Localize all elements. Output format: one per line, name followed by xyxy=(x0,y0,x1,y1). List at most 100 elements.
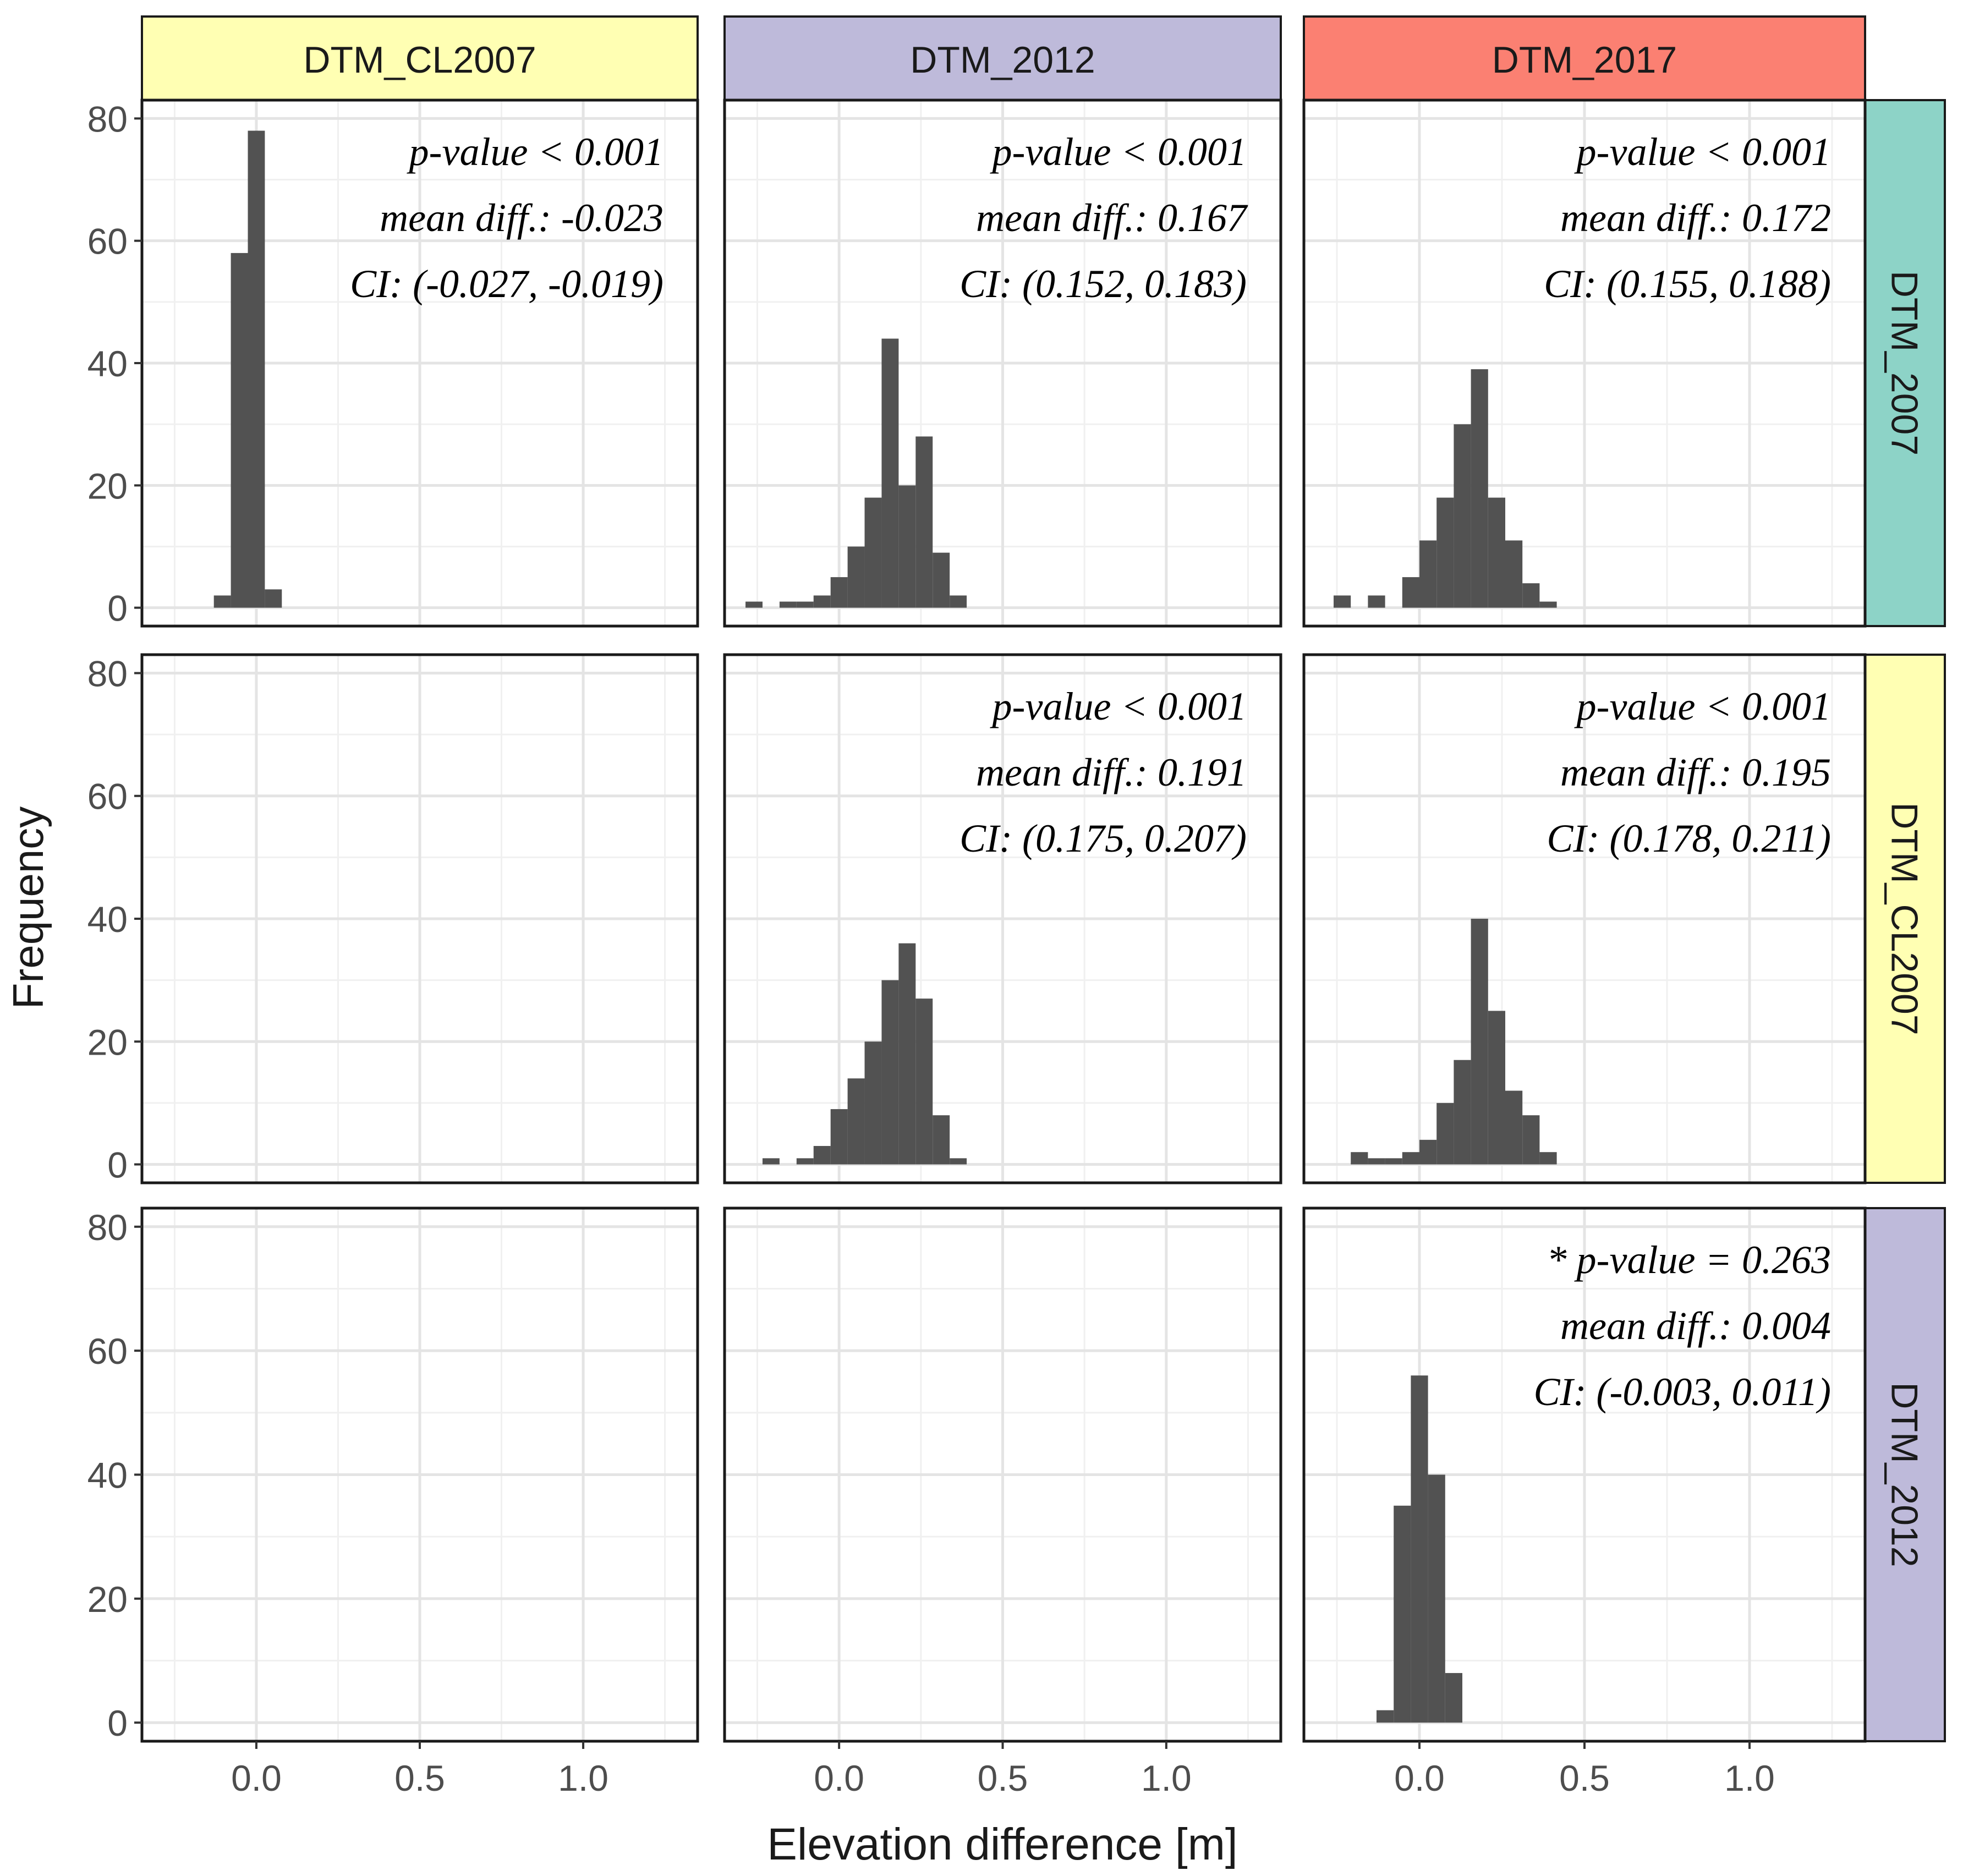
facet-panel: 0.0 0.5 1.0 xyxy=(723,1206,1282,1798)
histogram-bar xyxy=(1436,497,1454,608)
histogram-bar xyxy=(1411,1375,1428,1723)
histogram-bar xyxy=(881,338,899,608)
stat-annotation: CI: (0.155, 0.188) xyxy=(1544,262,1831,306)
stat-annotation: CI: (-0.027, -0.019) xyxy=(350,262,664,306)
column-strip xyxy=(1303,15,1866,101)
y-tick-label: 20 xyxy=(87,1022,128,1062)
histogram-bar xyxy=(1419,540,1437,608)
facet-panel: 0 20 40 60 80 xyxy=(87,653,699,1186)
row-strip xyxy=(1864,654,1946,1184)
x-axis-title: Elevation difference [m] xyxy=(767,1819,1237,1869)
y-tick-label: 0 xyxy=(107,1145,128,1186)
histogram-bar xyxy=(1539,601,1557,608)
histogram-bar xyxy=(1377,1710,1394,1723)
y-tick-label: 80 xyxy=(87,1207,128,1248)
histogram-bar xyxy=(1454,1060,1471,1165)
histogram-bar xyxy=(1488,497,1505,608)
stat-annotation: CI: (0.178, 0.211) xyxy=(1547,816,1831,860)
facet-panel: * p-value = 0.263 mean diff.: 0.004 CI: (-… xyxy=(1302,1206,1867,1798)
histogram-bar xyxy=(847,1078,865,1165)
histogram-bar xyxy=(762,1158,780,1165)
histogram-bar xyxy=(1522,583,1540,608)
stat-annotation: mean diff.: 0.172 xyxy=(1560,196,1831,240)
y-tick-label: 0 xyxy=(107,588,128,629)
histogram-bar xyxy=(1394,1505,1411,1723)
histogram-bar xyxy=(1402,577,1419,608)
facet-panel: p-value < 0.001 mean diff.: 0.167 CI: (0.1… xyxy=(723,98,1282,628)
panel-border xyxy=(1302,98,1867,628)
histogram-bar xyxy=(1445,1673,1462,1723)
x-tick-label: 0.5 xyxy=(1559,1758,1610,1798)
histogram-bar xyxy=(813,595,831,608)
panel-border xyxy=(723,98,1282,628)
stat-annotation: mean diff.: -0.023 xyxy=(380,196,664,240)
column-strip xyxy=(141,15,699,101)
stat-annotation: mean diff.: 0.167 xyxy=(976,196,1248,240)
facet-panel: p-value < 0.001 mean diff.: 0.172 CI: (0.1… xyxy=(1302,98,1867,628)
histogram-bar xyxy=(745,601,763,608)
stat-annotation: p-value < 0.001 xyxy=(1574,684,1831,728)
histogram-bar xyxy=(248,130,265,608)
histogram-bar xyxy=(796,601,814,608)
histogram-bar xyxy=(864,1041,882,1165)
histogram-bar xyxy=(231,253,248,608)
histogram-bar xyxy=(933,1115,950,1165)
y-tick-label: 40 xyxy=(87,1455,128,1496)
x-tick-label: 1.0 xyxy=(1141,1758,1192,1798)
column-strip-label: DTM_CL2007 xyxy=(303,39,536,81)
stat-annotation: CI: (-0.003, 0.011) xyxy=(1533,1370,1831,1414)
histogram-bar xyxy=(213,595,231,608)
y-tick-label: 60 xyxy=(87,1331,128,1372)
histogram-bar xyxy=(796,1158,814,1165)
x-tick-label: 1.0 xyxy=(1724,1758,1775,1798)
x-tick-label: 0.5 xyxy=(394,1758,445,1798)
histogram-bar xyxy=(1471,369,1488,608)
histogram-bar xyxy=(830,1109,848,1165)
histogram-bar xyxy=(1368,595,1385,608)
row-strip xyxy=(1864,1207,1946,1742)
histogram-bar xyxy=(915,999,933,1165)
column-strip-label: DTM_2017 xyxy=(1492,39,1677,81)
y-tick-label: 0 xyxy=(107,1703,128,1743)
row-strip-label: DTM_CL2007 xyxy=(1884,802,1926,1035)
row-strip-label: DTM_2012 xyxy=(1884,1382,1926,1567)
stat-annotation: p-value < 0.001 xyxy=(990,684,1247,728)
histogram-bar xyxy=(1522,1115,1540,1165)
histogram-bar xyxy=(864,497,882,608)
facet-panel: p-value < 0.001 mean diff.: -0.023 CI: (-0… xyxy=(87,98,699,629)
histogram-bar xyxy=(1419,1139,1437,1165)
histogram-bar xyxy=(1505,1090,1523,1165)
histogram-bar xyxy=(779,601,797,608)
histogram-bar xyxy=(1368,1158,1385,1165)
histogram-bar xyxy=(950,595,967,608)
stat-annotation: p-value < 0.001 xyxy=(1574,130,1831,174)
row-strip-label: DTM_2007 xyxy=(1884,271,1926,456)
stat-annotation: * p-value = 0.263 xyxy=(1547,1238,1831,1282)
histogram-bar xyxy=(915,436,933,608)
histogram-bar xyxy=(1505,540,1523,608)
histogram-bar xyxy=(847,546,865,608)
histogram-bar xyxy=(1454,424,1471,608)
column-strip-label: DTM_2012 xyxy=(910,39,1095,81)
stat-annotation: mean diff.: 0.195 xyxy=(1560,750,1831,794)
histogram-bar xyxy=(1428,1474,1445,1723)
histogram-bar xyxy=(1488,1011,1505,1165)
x-tick-label: 0.0 xyxy=(814,1758,864,1798)
histogram-bar xyxy=(1334,595,1351,608)
y-tick-label: 80 xyxy=(87,653,128,694)
histogram-bar xyxy=(1436,1102,1454,1165)
histogram-bar xyxy=(950,1158,967,1165)
x-tick-label: 0.0 xyxy=(231,1758,282,1798)
facet-panel: 0 20 40 60 80 0.0 0.5 1.0 xyxy=(87,1206,699,1798)
facet-panel: p-value < 0.001 mean diff.: 0.191 CI: (0.1… xyxy=(723,653,1282,1184)
histogram-bar xyxy=(1539,1152,1557,1165)
histogram-bar xyxy=(1471,919,1488,1165)
panel-border xyxy=(1302,653,1867,1184)
y-axis-title: Frequency xyxy=(4,807,52,1010)
stat-annotation: CI: (0.175, 0.207) xyxy=(959,816,1247,860)
y-tick-label: 60 xyxy=(87,221,128,262)
stat-annotation: CI: (0.152, 0.183) xyxy=(959,262,1247,306)
panel-border xyxy=(723,653,1282,1184)
histogram-bar xyxy=(830,577,848,608)
